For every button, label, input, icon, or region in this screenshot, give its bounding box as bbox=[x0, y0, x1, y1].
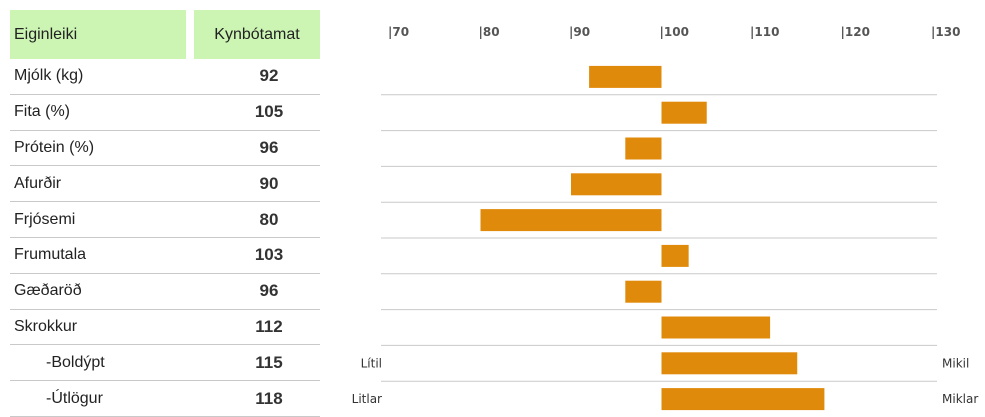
x-tick-label: |90 bbox=[569, 25, 590, 39]
breeding-value: 80 bbox=[259, 209, 279, 229]
x-tick-label: |110 bbox=[750, 25, 779, 39]
table-row: Frumutala 103 bbox=[10, 238, 320, 274]
x-axis-ticks: |70 |80 |90 |100 |110 |120 |130 bbox=[388, 25, 960, 39]
breeding-value: 112 bbox=[255, 316, 283, 336]
table-row: Afurðir 90 bbox=[10, 166, 320, 203]
breeding-value: 92 bbox=[259, 66, 279, 86]
table-row: Fita (%) 105 bbox=[10, 95, 320, 131]
side-labels: Lítil Mikil Litlar Miklar bbox=[352, 356, 979, 406]
row-separators bbox=[381, 94, 937, 382]
header-trait: Eiginleiki bbox=[10, 10, 186, 59]
trait-label: Frjósemi bbox=[14, 210, 76, 228]
trait-label: Skrokkur bbox=[14, 317, 78, 335]
breeding-value: 115 bbox=[255, 352, 283, 372]
trait-label: Gæðaröð bbox=[14, 282, 82, 300]
table-row: Mjólk (kg) 92 bbox=[10, 59, 320, 95]
side-label-right: Mikil bbox=[942, 356, 969, 370]
side-label-left: Litlar bbox=[352, 392, 382, 406]
bars bbox=[480, 65, 825, 411]
bar bbox=[661, 316, 771, 339]
table-row: -Boldýpt 115 bbox=[10, 345, 320, 382]
bar bbox=[625, 280, 662, 303]
trait-label: Fita (%) bbox=[14, 103, 70, 121]
table-row: Frjósemi 80 bbox=[10, 202, 320, 238]
trait-label: -Útlögur bbox=[46, 389, 103, 407]
bar bbox=[661, 101, 707, 124]
side-label-right: Miklar bbox=[942, 392, 978, 406]
breeding-value: 90 bbox=[259, 173, 279, 193]
table-body: Mjólk (kg) 92 Fita (%) 105 Prótein (%) 96 Afur… bbox=[10, 59, 320, 417]
table-row: Prótein (%) 96 bbox=[10, 131, 320, 167]
breeding-value-table: Eiginleiki Kynbótamat Mjólk (kg) 92 Fita (… bbox=[10, 10, 320, 417]
table-row: -Útlögur 118 bbox=[10, 381, 320, 417]
bar bbox=[661, 352, 798, 375]
bar bbox=[661, 388, 825, 411]
bar bbox=[625, 137, 662, 160]
x-tick-label: |130 bbox=[931, 25, 960, 39]
breeding-value: 103 bbox=[254, 245, 284, 265]
bar bbox=[480, 209, 662, 232]
bar bbox=[589, 65, 662, 88]
breeding-value: 96 bbox=[259, 137, 279, 157]
trait-label: -Boldýpt bbox=[46, 353, 105, 371]
x-tick-label: |120 bbox=[841, 25, 870, 39]
side-label-left: Lítil bbox=[361, 356, 382, 370]
trait-label: Mjólk (kg) bbox=[14, 67, 84, 85]
trait-label: Afurðir bbox=[14, 174, 62, 192]
trait-label: Prótein (%) bbox=[14, 138, 95, 156]
breeding-value: 105 bbox=[254, 102, 284, 122]
trait-label: Frumutala bbox=[14, 246, 87, 264]
x-tick-label: |100 bbox=[660, 25, 689, 39]
bar bbox=[661, 244, 689, 267]
breeding-value: 118 bbox=[255, 388, 283, 408]
x-tick-label: |70 bbox=[388, 25, 409, 39]
header-breeding-value: Kynbótamat bbox=[194, 10, 320, 59]
bar bbox=[571, 173, 662, 196]
x-tick-label: |80 bbox=[479, 25, 500, 39]
table-row: Gæðaröð 96 bbox=[10, 274, 320, 310]
table-header: Eiginleiki Kynbótamat bbox=[10, 10, 320, 59]
table-row: Skrokkur 112 bbox=[10, 310, 320, 346]
breeding-value: 96 bbox=[259, 281, 279, 301]
